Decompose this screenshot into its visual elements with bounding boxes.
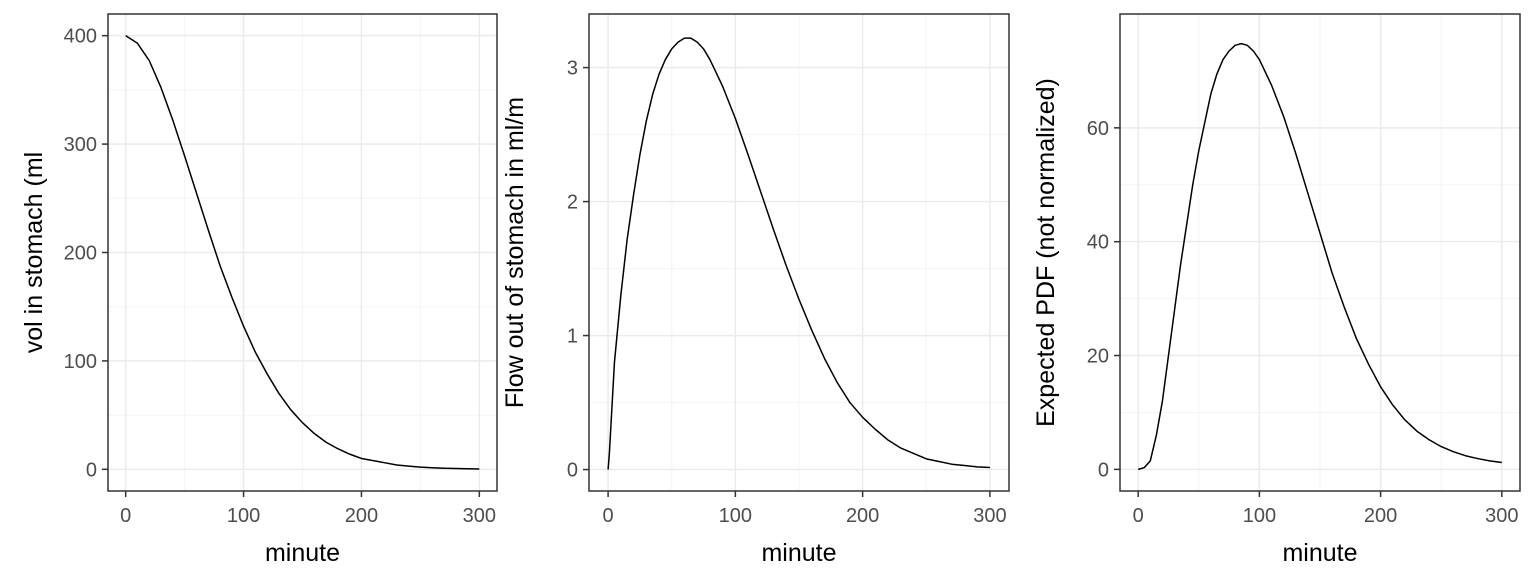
x-tick-label: 100 [227,505,260,527]
panel-border [1119,13,1521,492]
y-tick-label: 60 [1087,118,1109,140]
x-axis-title: minute [761,539,836,567]
y-tick-label: 3 [567,58,578,80]
x-tick-label: 0 [1133,505,1144,527]
x-axis-title: minute [1282,539,1357,567]
series-line-1 [1137,42,1502,471]
y-tick-label: 0 [86,459,97,481]
series-line-1 [607,37,990,470]
y-axis-title: vol in stomach (ml [20,152,48,353]
x-tick-label: 200 [345,505,378,527]
y-tick-label: 100 [64,351,97,373]
x-tick-label: 0 [120,505,131,527]
y-axis-title: Flow out of stomach in ml/m [501,97,529,408]
chart-panel-2: 0 100 200 300 0 1 2 3 minute Flow out of stomach … [501,13,1010,567]
chart-panel-3: 0 100 200 300 0 20 40 60 minute Expected PDF (not… [1032,13,1521,567]
panel-border [588,13,1010,492]
x-tick-label: 300 [463,505,496,527]
x-tick-label: 300 [1485,505,1518,527]
y-tick-label: 1 [567,326,578,348]
x-axis-title: minute [265,539,340,567]
y-tick-label: 0 [567,460,578,482]
x-tick-label: 100 [1243,505,1276,527]
y-tick-label: 40 [1087,232,1109,254]
x-tick-label: 0 [603,505,614,527]
x-tick-label: 200 [1364,505,1397,527]
y-axis-title: Expected PDF (not normalized) [1032,78,1060,427]
x-tick-label: 200 [846,505,879,527]
y-tick-label: 300 [64,134,97,156]
y-tick-label: 2 [567,192,578,214]
chart-panel-1: 0 100 200 300 0 100 200 300 400 minute vol in stom… [20,13,498,567]
y-tick-label: 0 [1098,459,1109,481]
x-tick-label: 300 [973,505,1006,527]
y-tick-label: 200 [64,243,97,265]
y-tick-label: 20 [1087,346,1109,368]
x-tick-label: 100 [719,505,752,527]
series-line-1 [125,35,480,470]
y-tick-label: 400 [64,26,97,48]
